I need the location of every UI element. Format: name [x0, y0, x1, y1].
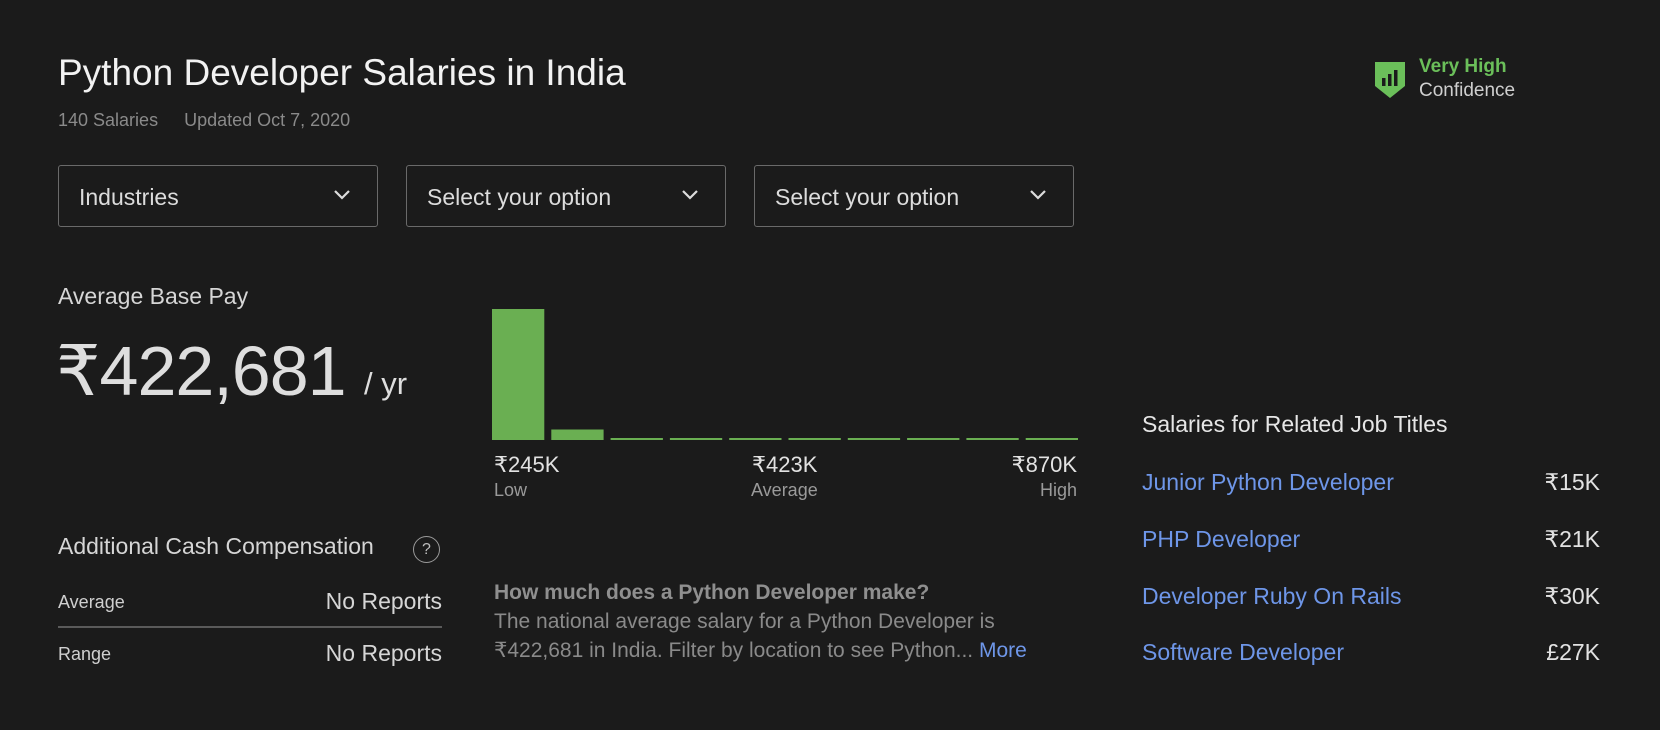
related-item: PHP Developer ₹21K — [1142, 522, 1600, 558]
average-value: ₹423K — [752, 452, 818, 477]
histogram-bar — [907, 438, 960, 440]
related-item: Software Developer £27K — [1142, 635, 1600, 671]
row-value: No Reports — [325, 640, 442, 666]
related-item: Junior Python Developer ₹15K — [1142, 465, 1600, 501]
description-text: The national average salary for a Python… — [494, 610, 995, 662]
divider — [58, 626, 442, 628]
salary-count: 140 Salaries — [58, 110, 159, 130]
confidence-level: Very High — [1419, 56, 1507, 77]
confidence-label: Confidence — [1419, 80, 1516, 101]
histogram-bar — [492, 309, 545, 440]
additional-cash-title: Additional Cash Compensation — [58, 533, 374, 559]
pay-period-unit: / yr — [364, 366, 408, 401]
low-value: ₹245K — [494, 452, 560, 477]
salary-description: How much does a Python Developer make? T… — [494, 578, 1054, 665]
updated-date: Updated Oct 7, 2020 — [184, 110, 351, 130]
chevron-down-icon — [333, 188, 351, 206]
meta-row: 140 Salaries Updated Oct 7, 2020 — [58, 110, 350, 131]
histogram-bar — [610, 438, 663, 440]
salary-histogram — [492, 309, 1078, 440]
more-link[interactable]: More — [979, 639, 1027, 662]
option-select-3[interactable]: Select your option — [754, 165, 1074, 227]
related-item: Developer Ruby On Rails ₹30K — [1142, 579, 1600, 615]
histogram-bar — [847, 438, 901, 440]
row-value: No Reports — [325, 588, 442, 614]
histogram-bar — [1025, 438, 1078, 440]
description-question: How much does a Python Developer make? — [494, 581, 930, 604]
related-job-link[interactable]: PHP Developer — [1142, 526, 1301, 552]
histogram-bar — [966, 438, 1019, 440]
chevron-down-icon — [1029, 188, 1047, 206]
help-icon[interactable]: ? — [413, 536, 440, 563]
page-title: Python Developer Salaries in India — [58, 52, 626, 93]
related-job-link[interactable]: Developer Ruby On Rails — [1142, 583, 1402, 609]
average-base-pay-label: Average Base Pay — [58, 283, 249, 309]
additional-cash-range-row: Range No Reports — [58, 634, 442, 674]
select-value: Select your option — [427, 184, 612, 210]
shield-bars-icon — [1373, 60, 1407, 105]
average-label: Average — [751, 480, 818, 500]
related-job-link[interactable]: Software Developer — [1142, 639, 1344, 665]
related-salary: ₹15K — [1544, 469, 1600, 495]
row-label: Average — [58, 592, 125, 612]
histogram-bar — [788, 438, 841, 440]
related-salary: ₹30K — [1544, 583, 1600, 609]
industries-select[interactable]: Industries — [58, 165, 378, 227]
low-label: Low — [494, 480, 528, 500]
related-job-link[interactable]: Junior Python Developer — [1142, 469, 1394, 495]
high-label: High — [1039, 480, 1077, 500]
related-titles-heading: Salaries for Related Job Titles — [1142, 411, 1448, 437]
high-value: ₹870K — [1011, 452, 1077, 477]
histogram-bar — [669, 438, 723, 440]
histogram-bar — [551, 429, 604, 440]
average-base-pay-value: ₹422,681 — [56, 332, 347, 410]
histogram-bar — [729, 438, 782, 440]
select-value: Industries — [79, 184, 179, 210]
select-value: Select your option — [775, 184, 960, 210]
chevron-down-icon — [681, 188, 699, 206]
row-label: Range — [58, 644, 112, 664]
additional-cash-average-row: Average No Reports — [58, 582, 442, 622]
related-salary: ₹21K — [1544, 526, 1600, 552]
related-salary: £27K — [1546, 639, 1600, 665]
option-select-2[interactable]: Select your option — [406, 165, 726, 227]
